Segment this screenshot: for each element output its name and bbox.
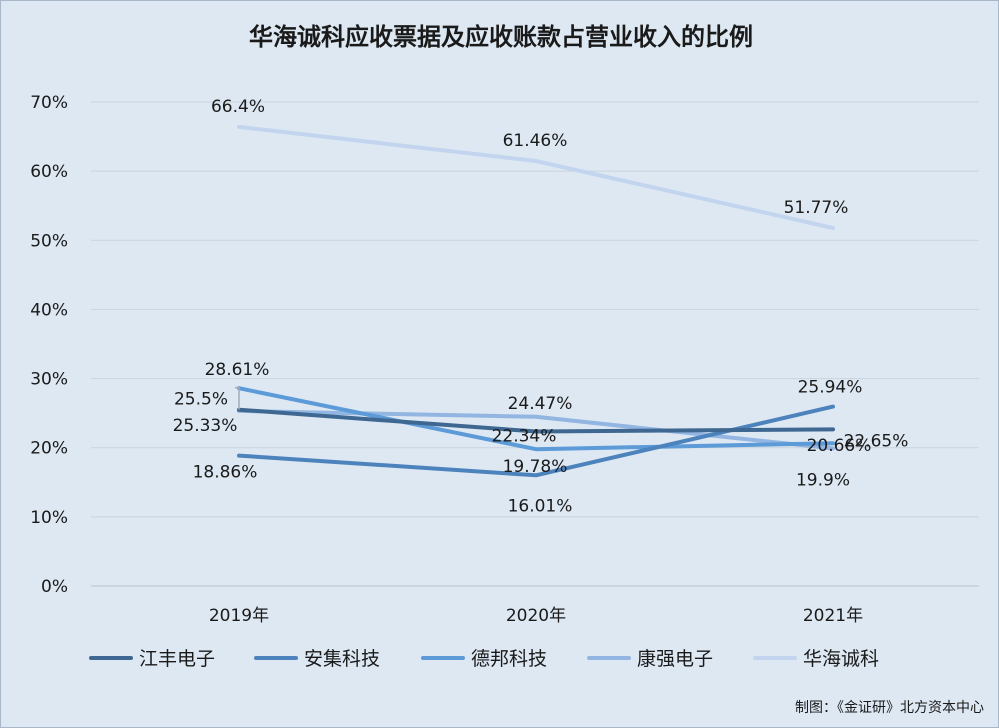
label-leaders (235, 386, 240, 410)
source-note: 制图：《金证研》北方资本中心 (795, 700, 984, 716)
legend-item: 安集科技 (254, 648, 380, 670)
series-line-1 (237, 407, 835, 434)
legend-label: 江丰电子 (139, 648, 215, 670)
legend-item: 江丰电子 (89, 648, 215, 670)
legend-label: 德邦科技 (471, 648, 547, 670)
series-line-5 (237, 124, 835, 230)
legend-label: 华海诚科 (803, 648, 879, 670)
chart-title: 华海诚科应收票据及应收账款占营业收入的比例 (249, 23, 753, 51)
data-label: 28.61% (205, 360, 270, 380)
y-tick-label: 30% (30, 370, 68, 390)
y-tick-label: 50% (30, 231, 68, 251)
y-axis-ticks: 0% 10% 20% 30% 40% 50% 60% 70% (30, 93, 68, 597)
legend: 江丰电子 安集科技 德邦科技 康强电子 华海诚科 (89, 648, 879, 670)
data-label: 24.47% (508, 394, 573, 414)
y-tick-label: 0% (41, 577, 68, 597)
label-leader-line (235, 386, 240, 410)
y-tick-label: 20% (30, 439, 68, 459)
data-label: 22.34% (492, 427, 557, 447)
y-tick-label: 40% (30, 300, 68, 320)
data-label: 16.01% (508, 496, 573, 516)
data-label: 25.5% (174, 390, 228, 410)
data-label: 66.4% (211, 97, 265, 117)
legend-item: 德邦科技 (421, 648, 547, 670)
x-tick-label: 2019年 (209, 606, 269, 626)
data-labels: 25.5% 22.34% 22.65% 18.86% 16.01% 25.94% 28.61… (173, 97, 909, 516)
x-axis-ticks: 2019年 2020年 2021年 (209, 606, 863, 626)
data-label: 25.94% (798, 378, 863, 398)
series-line-4 (237, 408, 835, 451)
data-label: 61.46% (503, 131, 568, 151)
legend-item: 康强电子 (587, 648, 713, 670)
legend-item: 华海诚科 (753, 648, 879, 670)
y-tick-label: 10% (30, 508, 68, 528)
data-label: 19.78% (503, 457, 568, 477)
data-label: 22.65% (844, 431, 909, 451)
data-label: 18.86% (193, 463, 258, 483)
data-label: 19.9% (796, 470, 850, 490)
series-lines (237, 124, 835, 478)
y-tick-label: 60% (30, 162, 68, 182)
data-label: 20.66% (807, 436, 872, 456)
series-line-3 (237, 386, 835, 452)
data-label: 51.77% (784, 198, 849, 218)
data-label: 25.33% (173, 416, 238, 436)
legend-label: 安集科技 (304, 648, 380, 670)
y-tick-label: 70% (30, 93, 68, 113)
legend-label: 康强电子 (637, 648, 713, 670)
x-tick-label: 2021年 (803, 606, 863, 626)
x-tick-label: 2020年 (506, 606, 566, 626)
